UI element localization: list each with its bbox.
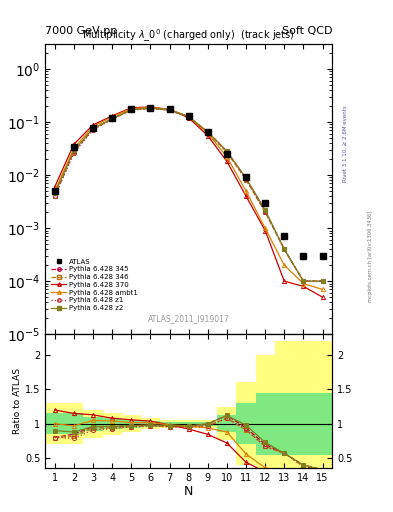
Legend: ATLAS, Pythia 6.428 345, Pythia 6.428 346, Pythia 6.428 370, Pythia 6.428 ambt1,: ATLAS, Pythia 6.428 345, Pythia 6.428 34…: [51, 259, 138, 311]
Text: Rivet 3.1.10, ≥ 2.6M events: Rivet 3.1.10, ≥ 2.6M events: [343, 105, 348, 182]
Text: mcplots.cern.ch [arXiv:1306.3436]: mcplots.cern.ch [arXiv:1306.3436]: [368, 210, 373, 302]
X-axis label: N: N: [184, 485, 193, 498]
Text: 7000 GeV pp: 7000 GeV pp: [45, 26, 118, 36]
Text: Soft QCD: Soft QCD: [282, 26, 332, 36]
Title: Multiplicity $\lambda\_0^0$ (charged only)  (track jets): Multiplicity $\lambda\_0^0$ (charged onl…: [83, 27, 295, 44]
Text: ATLAS_2011_I919017: ATLAS_2011_I919017: [148, 314, 230, 323]
Y-axis label: Ratio to ATLAS: Ratio to ATLAS: [13, 368, 22, 434]
